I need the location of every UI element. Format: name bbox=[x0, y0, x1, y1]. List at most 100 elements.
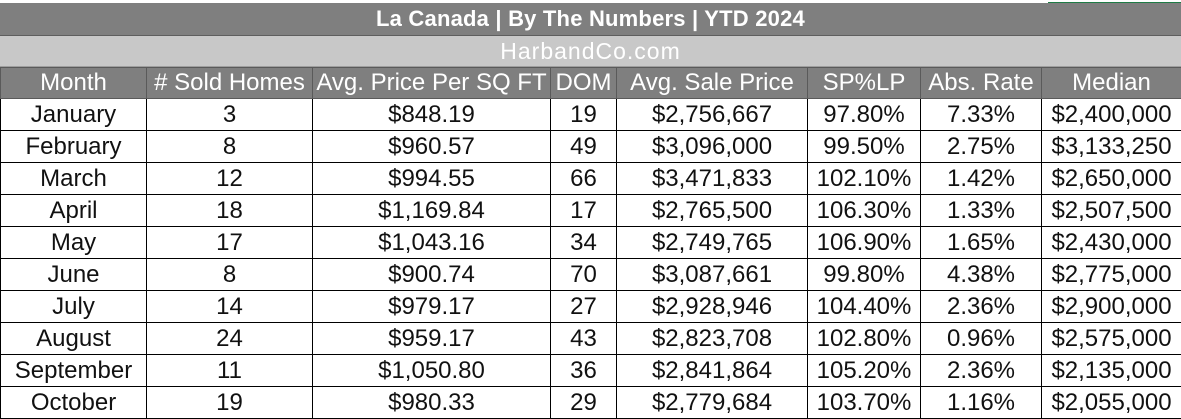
median-cell[interactable]: $2,430,000 bbox=[1042, 227, 1181, 259]
median-cell[interactable]: $2,507,500 bbox=[1042, 195, 1181, 227]
dom-cell[interactable]: 49 bbox=[551, 131, 617, 163]
avg-sale-price-cell[interactable]: $2,756,667 bbox=[617, 99, 808, 131]
month-cell[interactable]: September bbox=[1, 355, 147, 387]
dom-cell[interactable]: 70 bbox=[551, 259, 617, 291]
avg-sale-price-cell[interactable]: $2,928,946 bbox=[617, 291, 808, 323]
month-cell[interactable]: August bbox=[1, 323, 147, 355]
sold-homes-cell[interactable]: 11 bbox=[147, 355, 313, 387]
header-row: Month # Sold Homes Avg. Price Per SQ FT … bbox=[1, 68, 1181, 99]
abs-rate-cell[interactable]: 1.33% bbox=[921, 195, 1042, 227]
sold-homes-cell[interactable]: 17 bbox=[147, 227, 313, 259]
price-per-sqft-cell[interactable]: $994.55 bbox=[313, 163, 551, 195]
sp-lp-cell[interactable]: 103.70% bbox=[808, 387, 921, 419]
dom-cell[interactable]: 43 bbox=[551, 323, 617, 355]
avg-sale-price-cell[interactable]: $2,749,765 bbox=[617, 227, 808, 259]
median-cell[interactable]: $2,135,000 bbox=[1042, 355, 1181, 387]
abs-rate-cell[interactable]: 4.38% bbox=[921, 259, 1042, 291]
abs-rate-cell[interactable]: 2.75% bbox=[921, 131, 1042, 163]
column-header[interactable]: # Sold Homes bbox=[147, 68, 313, 99]
sold-homes-cell[interactable]: 18 bbox=[147, 195, 313, 227]
sold-homes-cell[interactable]: 24 bbox=[147, 323, 313, 355]
column-header[interactable]: Avg. Sale Price bbox=[617, 68, 808, 99]
abs-rate-cell[interactable]: 2.36% bbox=[921, 355, 1042, 387]
report-subtitle: HarbandCo.com bbox=[0, 36, 1181, 67]
sp-lp-cell[interactable]: 106.30% bbox=[808, 195, 921, 227]
price-per-sqft-cell[interactable]: $1,169.84 bbox=[313, 195, 551, 227]
avg-sale-price-cell[interactable]: $3,471,833 bbox=[617, 163, 808, 195]
abs-rate-cell[interactable]: 2.36% bbox=[921, 291, 1042, 323]
median-cell[interactable]: $2,900,000 bbox=[1042, 291, 1181, 323]
sp-lp-cell[interactable]: 102.10% bbox=[808, 163, 921, 195]
month-cell[interactable]: February bbox=[1, 131, 147, 163]
sold-homes-cell[interactable]: 12 bbox=[147, 163, 313, 195]
avg-sale-price-cell[interactable]: $3,096,000 bbox=[617, 131, 808, 163]
sold-homes-cell[interactable]: 14 bbox=[147, 291, 313, 323]
abs-rate-cell[interactable]: 7.33% bbox=[921, 99, 1042, 131]
sold-homes-cell[interactable]: 8 bbox=[147, 131, 313, 163]
median-cell[interactable]: $2,400,000 bbox=[1042, 99, 1181, 131]
avg-sale-price-cell[interactable]: $2,765,500 bbox=[617, 195, 808, 227]
median-cell[interactable]: $2,775,000 bbox=[1042, 259, 1181, 291]
avg-sale-price-cell[interactable]: $2,823,708 bbox=[617, 323, 808, 355]
sp-lp-cell[interactable]: 99.80% bbox=[808, 259, 921, 291]
dom-cell[interactable]: 19 bbox=[551, 99, 617, 131]
dom-cell[interactable]: 34 bbox=[551, 227, 617, 259]
price-per-sqft-cell[interactable]: $960.57 bbox=[313, 131, 551, 163]
month-cell[interactable]: April bbox=[1, 195, 147, 227]
median-cell[interactable]: $2,055,000 bbox=[1042, 387, 1181, 419]
abs-rate-cell[interactable]: 1.42% bbox=[921, 163, 1042, 195]
price-per-sqft-cell[interactable]: $1,043.16 bbox=[313, 227, 551, 259]
price-per-sqft-cell[interactable]: $848.19 bbox=[313, 99, 551, 131]
dom-cell[interactable]: 17 bbox=[551, 195, 617, 227]
avg-sale-price-cell[interactable]: $2,841,864 bbox=[617, 355, 808, 387]
avg-sale-price-cell[interactable]: $3,087,661 bbox=[617, 259, 808, 291]
dom-cell[interactable]: 29 bbox=[551, 387, 617, 419]
sold-homes-cell[interactable]: 19 bbox=[147, 387, 313, 419]
column-header[interactable]: Avg. Price Per SQ FT bbox=[313, 68, 551, 99]
price-per-sqft-cell[interactable]: $980.33 bbox=[313, 387, 551, 419]
month-cell[interactable]: July bbox=[1, 291, 147, 323]
sp-lp-cell[interactable]: 99.50% bbox=[808, 131, 921, 163]
abs-rate-cell[interactable]: 1.65% bbox=[921, 227, 1042, 259]
dom-cell[interactable]: 36 bbox=[551, 355, 617, 387]
median-cell[interactable]: $3,133,250 bbox=[1042, 131, 1181, 163]
abs-rate-cell[interactable]: 1.16% bbox=[921, 387, 1042, 419]
column-header[interactable]: Month bbox=[1, 68, 147, 99]
sp-lp-cell[interactable]: 102.80% bbox=[808, 323, 921, 355]
month-cell[interactable]: January bbox=[1, 99, 147, 131]
median-cell[interactable]: $2,575,000 bbox=[1042, 323, 1181, 355]
price-per-sqft-cell[interactable]: $900.74 bbox=[313, 259, 551, 291]
sp-lp-cell[interactable]: 105.20% bbox=[808, 355, 921, 387]
sp-lp-cell[interactable]: 97.80% bbox=[808, 99, 921, 131]
column-header[interactable]: DOM bbox=[551, 68, 617, 99]
month-cell[interactable]: March bbox=[1, 163, 147, 195]
avg-sale-price-cell[interactable]: $2,779,684 bbox=[617, 387, 808, 419]
sp-lp-cell[interactable]: 106.90% bbox=[808, 227, 921, 259]
month-cell[interactable]: May bbox=[1, 227, 147, 259]
month-cell[interactable]: October bbox=[1, 387, 147, 419]
column-header[interactable]: SP%LP bbox=[808, 68, 921, 99]
median-cell[interactable]: $2,650,000 bbox=[1042, 163, 1181, 195]
column-header[interactable]: Median bbox=[1042, 68, 1181, 99]
abs-rate-cell[interactable]: 0.96% bbox=[921, 323, 1042, 355]
column-header[interactable]: Abs. Rate bbox=[921, 68, 1042, 99]
dom-cell[interactable]: 66 bbox=[551, 163, 617, 195]
sold-homes-cell[interactable]: 3 bbox=[147, 99, 313, 131]
price-per-sqft-cell[interactable]: $1,050.80 bbox=[313, 355, 551, 387]
dom-cell[interactable]: 27 bbox=[551, 291, 617, 323]
month-cell[interactable]: June bbox=[1, 259, 147, 291]
sp-lp-cell[interactable]: 104.40% bbox=[808, 291, 921, 323]
sold-homes-cell[interactable]: 8 bbox=[147, 259, 313, 291]
price-per-sqft-cell[interactable]: $979.17 bbox=[313, 291, 551, 323]
price-per-sqft-cell[interactable]: $959.17 bbox=[313, 323, 551, 355]
